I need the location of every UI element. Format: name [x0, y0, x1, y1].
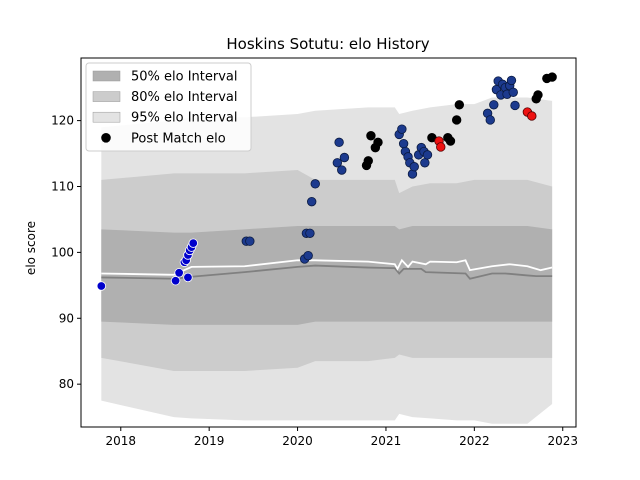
data-point [547, 72, 557, 82]
mean-elo-line [101, 258, 553, 276]
data-point [339, 152, 350, 163]
data-point [303, 250, 313, 261]
data-point [436, 142, 446, 152]
band-50-interval [101, 226, 553, 325]
legend-label: 50% elo Interval [131, 70, 238, 85]
legend-swatch [92, 111, 121, 123]
y-tick-label: 100 [51, 245, 74, 259]
plot-area: 2018 2019 2020 2021 2022 2023 80 90 100 110 120 [51, 57, 578, 448]
data-point [533, 90, 543, 100]
data-point [422, 150, 433, 160]
x-tick-label: 2022 [459, 434, 490, 448]
data-point [96, 281, 107, 291]
y-axis-label: elo score [24, 221, 38, 275]
x-tick-label: 2023 [547, 434, 578, 448]
legend-label: 80% elo Interval [131, 90, 238, 105]
data-point [174, 268, 184, 278]
data-point [510, 100, 520, 111]
y-tick-label: 110 [51, 179, 74, 193]
data-point [305, 228, 315, 238]
data-point [506, 75, 517, 86]
data-point [366, 131, 376, 141]
x-tick-label: 2020 [282, 434, 313, 448]
data-point [332, 158, 343, 168]
data-point [485, 115, 495, 125]
data-point [398, 138, 409, 149]
legend-swatch [92, 91, 121, 102]
x-tick-label: 2019 [194, 434, 225, 448]
chart-title: Hoskins Sotutu: elo History [226, 35, 429, 53]
data-point [420, 158, 430, 168]
data-point [373, 137, 383, 148]
data-point [188, 238, 198, 248]
x-tick-label: 2021 [371, 434, 402, 448]
x-tick-label: 2018 [106, 434, 137, 448]
data-point [170, 276, 181, 286]
legend-label: Post Match elo [131, 131, 226, 146]
data-point [397, 124, 407, 134]
data-point [307, 196, 317, 207]
data-point [451, 115, 462, 125]
y-tick-label: 80 [59, 377, 74, 391]
data-point [454, 100, 465, 110]
data-point [527, 111, 537, 121]
data-point [508, 87, 518, 97]
median-elo-line [101, 264, 553, 280]
legend-label: 95% elo Interval [131, 111, 238, 126]
data-point [334, 137, 344, 148]
y-tick-label: 120 [51, 114, 74, 128]
y-tick-label: 90 [59, 311, 74, 325]
data-point [363, 156, 373, 166]
legend: 50% elo Interval 80% elo Interval 95% elo … [85, 62, 252, 152]
legend-box [85, 62, 252, 152]
legend-swatch [92, 70, 121, 82]
data-point [489, 100, 499, 110]
data-point [183, 272, 193, 283]
legend-marker [101, 133, 111, 143]
data-point [310, 179, 320, 189]
axes-frame [80, 57, 577, 428]
data-point [409, 162, 419, 172]
data-point [245, 236, 255, 246]
data-point [445, 136, 456, 146]
data-point [337, 165, 347, 175]
